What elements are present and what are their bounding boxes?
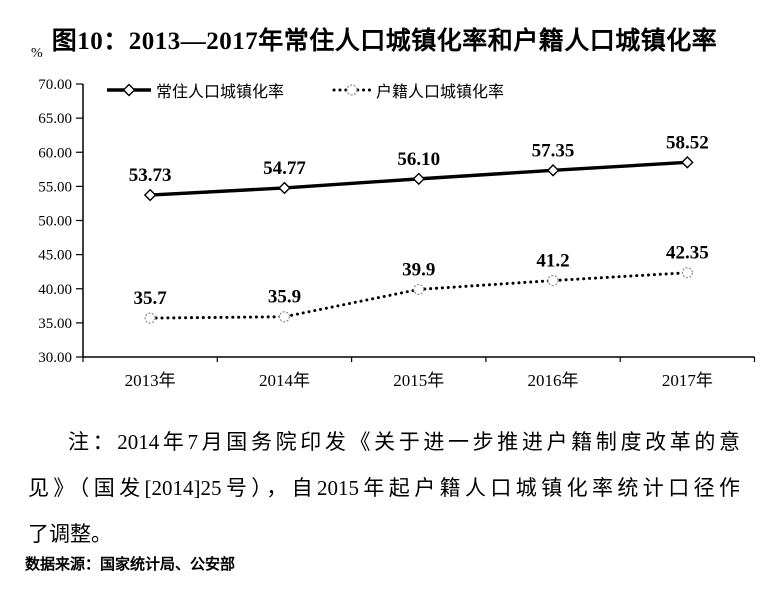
solid-line-diamond-icon: [107, 83, 151, 97]
y-axis-tick-label: 65.00: [38, 111, 72, 127]
x-axis-tick-label: 2017年: [662, 371, 713, 390]
y-axis-tick-label: 30.00: [38, 350, 72, 366]
data-label: 53.73: [129, 165, 172, 186]
x-axis-tick-label: 2016年: [528, 371, 579, 390]
dotted-line-circle-icon: [332, 84, 372, 96]
legend-item-resident: 常住人口城镇化率: [106, 78, 284, 102]
data-label: 41.2: [536, 251, 569, 272]
diamond-marker: [546, 164, 560, 177]
diamond-marker: [143, 188, 157, 202]
diamond-marker: [278, 181, 291, 195]
x-axis-tick-label: 2014年: [259, 371, 310, 390]
x-axis-tick-label: 2013年: [125, 371, 176, 390]
note-line-1: 注：2014年7月国务院印发《关于进一步推进户籍制度改革的意: [68, 430, 740, 454]
circle-marker: [278, 311, 291, 323]
line-chart-plot: 30.00 35.00 40.00 45.00 50.00 55.00 60.00 65.00…: [38, 77, 756, 390]
x-axis-tick-label: 2015年: [393, 371, 444, 390]
diamond-marker: [412, 172, 426, 186]
y-axis-tick-label: 55.00: [38, 179, 72, 195]
data-label: 35.7: [134, 288, 168, 309]
note-line-3: 了调整。: [28, 522, 112, 546]
chart-title: 图10：2013—2017年常住人口城镇化率和户籍人口城镇化率: [51, 28, 718, 55]
data-label: 57.35: [532, 140, 575, 161]
y-axis-tick-label: 50.00: [38, 214, 72, 230]
y-axis-unit-label: %: [31, 46, 43, 61]
y-axis-tick-label: 45.00: [38, 248, 72, 264]
data-label: 39.9: [402, 259, 435, 280]
circle-marker: [413, 283, 425, 296]
legend-label-resident: 常住人口城镇化率: [156, 84, 285, 101]
data-source: 数据来源：国家统计局、公安部: [25, 556, 236, 573]
note-text: 注：2014年7月国务院印发《关于进一步推进户籍制度改革的意 见》（国发[201…: [28, 419, 740, 557]
circle-marker: [681, 267, 693, 279]
data-label: 35.9: [268, 287, 301, 308]
data-label: 54.77: [263, 158, 306, 179]
circle-marker: [547, 274, 559, 287]
legend-item-registered: 户籍人口城镇化率: [332, 78, 504, 102]
legend-label-registered: 户籍人口城镇化率: [376, 84, 505, 101]
data-label: 56.10: [397, 149, 440, 170]
y-axis-tick-label: 70.00: [38, 77, 72, 93]
data-label: 42.35: [666, 243, 709, 264]
y-axis-tick-label: 35.00: [38, 316, 72, 332]
chart-legend: 常住人口城镇化率 户籍人口城镇化率: [106, 78, 504, 102]
note-line-2: 见》（国发[2014]25号），自2015年起户籍人口城镇化率统计口径作: [28, 476, 740, 500]
circle-marker: [144, 312, 156, 324]
data-label: 58.52: [666, 132, 709, 153]
y-axis-tick-label: 40.00: [38, 282, 72, 298]
y-axis-tick-label: 60.00: [38, 145, 72, 161]
diamond-marker: [681, 156, 694, 169]
